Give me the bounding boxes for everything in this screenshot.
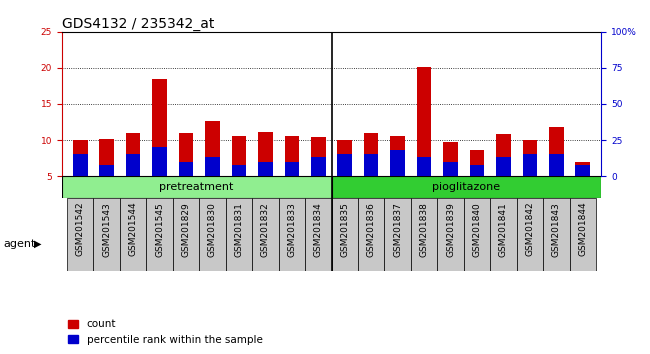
Text: GSM201838: GSM201838 bbox=[419, 202, 428, 257]
Text: agent: agent bbox=[3, 239, 36, 249]
Text: GSM201839: GSM201839 bbox=[446, 202, 455, 257]
Bar bbox=[517, 198, 543, 271]
Text: GSM201837: GSM201837 bbox=[393, 202, 402, 257]
Bar bbox=[364, 154, 378, 176]
Bar bbox=[496, 157, 511, 176]
Bar bbox=[391, 136, 405, 176]
Text: GDS4132 / 235342_at: GDS4132 / 235342_at bbox=[62, 17, 214, 31]
Bar bbox=[305, 198, 332, 271]
Bar bbox=[152, 79, 167, 176]
Bar bbox=[279, 198, 305, 271]
Text: GSM201840: GSM201840 bbox=[473, 202, 482, 257]
Bar bbox=[179, 133, 193, 176]
Bar bbox=[575, 165, 590, 176]
Bar bbox=[285, 162, 299, 176]
Bar bbox=[463, 198, 490, 271]
Bar bbox=[358, 198, 384, 271]
Text: GSM201829: GSM201829 bbox=[181, 202, 190, 257]
Text: GSM201841: GSM201841 bbox=[499, 202, 508, 257]
Text: ▶: ▶ bbox=[34, 239, 42, 249]
Bar bbox=[384, 198, 411, 271]
Bar bbox=[337, 140, 352, 176]
Text: GSM201835: GSM201835 bbox=[340, 202, 349, 257]
Bar bbox=[575, 162, 590, 176]
Bar bbox=[73, 154, 88, 176]
Bar bbox=[231, 165, 246, 176]
Text: GSM201831: GSM201831 bbox=[235, 202, 244, 257]
Bar bbox=[337, 154, 352, 176]
Bar bbox=[285, 136, 299, 176]
Bar bbox=[152, 147, 167, 176]
Bar bbox=[258, 162, 272, 176]
Text: GSM201545: GSM201545 bbox=[155, 202, 164, 257]
Bar bbox=[146, 198, 173, 271]
Text: pretreatment: pretreatment bbox=[159, 182, 234, 192]
Bar bbox=[332, 198, 358, 271]
Bar bbox=[490, 198, 517, 271]
Bar bbox=[311, 137, 326, 176]
Bar bbox=[569, 198, 596, 271]
Bar bbox=[73, 140, 88, 176]
Text: GSM201832: GSM201832 bbox=[261, 202, 270, 257]
Bar bbox=[179, 162, 193, 176]
Bar bbox=[120, 198, 146, 271]
Legend: count, percentile rank within the sample: count, percentile rank within the sample bbox=[64, 315, 266, 349]
Bar bbox=[67, 198, 94, 271]
Bar bbox=[437, 198, 463, 271]
Bar bbox=[99, 138, 114, 176]
Bar bbox=[523, 140, 537, 176]
Text: GSM201830: GSM201830 bbox=[208, 202, 217, 257]
Bar bbox=[205, 157, 220, 176]
Bar bbox=[417, 157, 432, 176]
Bar bbox=[332, 176, 601, 198]
Bar bbox=[523, 154, 537, 176]
Bar bbox=[411, 198, 437, 271]
Bar bbox=[226, 198, 252, 271]
Bar bbox=[252, 198, 279, 271]
Bar bbox=[470, 150, 484, 176]
Bar bbox=[126, 133, 140, 176]
Bar bbox=[549, 127, 564, 176]
Bar bbox=[231, 136, 246, 176]
Bar bbox=[62, 176, 332, 198]
Text: GSM201833: GSM201833 bbox=[287, 202, 296, 257]
Bar bbox=[417, 67, 432, 176]
Bar bbox=[99, 165, 114, 176]
Bar bbox=[200, 198, 226, 271]
Bar bbox=[470, 165, 484, 176]
Text: GSM201843: GSM201843 bbox=[552, 202, 561, 257]
Bar bbox=[258, 132, 272, 176]
Text: GSM201543: GSM201543 bbox=[102, 202, 111, 257]
Text: GSM201836: GSM201836 bbox=[367, 202, 376, 257]
Text: GSM201842: GSM201842 bbox=[525, 202, 534, 257]
Bar bbox=[205, 121, 220, 176]
Bar bbox=[364, 133, 378, 176]
Text: pioglitazone: pioglitazone bbox=[432, 182, 500, 192]
Bar bbox=[443, 142, 458, 176]
Text: GSM201544: GSM201544 bbox=[129, 202, 138, 257]
Bar bbox=[443, 162, 458, 176]
Bar bbox=[496, 133, 511, 176]
Bar bbox=[311, 157, 326, 176]
Bar bbox=[126, 154, 140, 176]
Bar bbox=[391, 150, 405, 176]
Text: GSM201834: GSM201834 bbox=[314, 202, 323, 257]
Bar bbox=[549, 154, 564, 176]
Text: GSM201542: GSM201542 bbox=[76, 202, 85, 257]
Bar bbox=[173, 198, 200, 271]
Bar bbox=[94, 198, 120, 271]
Text: GSM201844: GSM201844 bbox=[578, 202, 587, 257]
Bar bbox=[543, 198, 569, 271]
